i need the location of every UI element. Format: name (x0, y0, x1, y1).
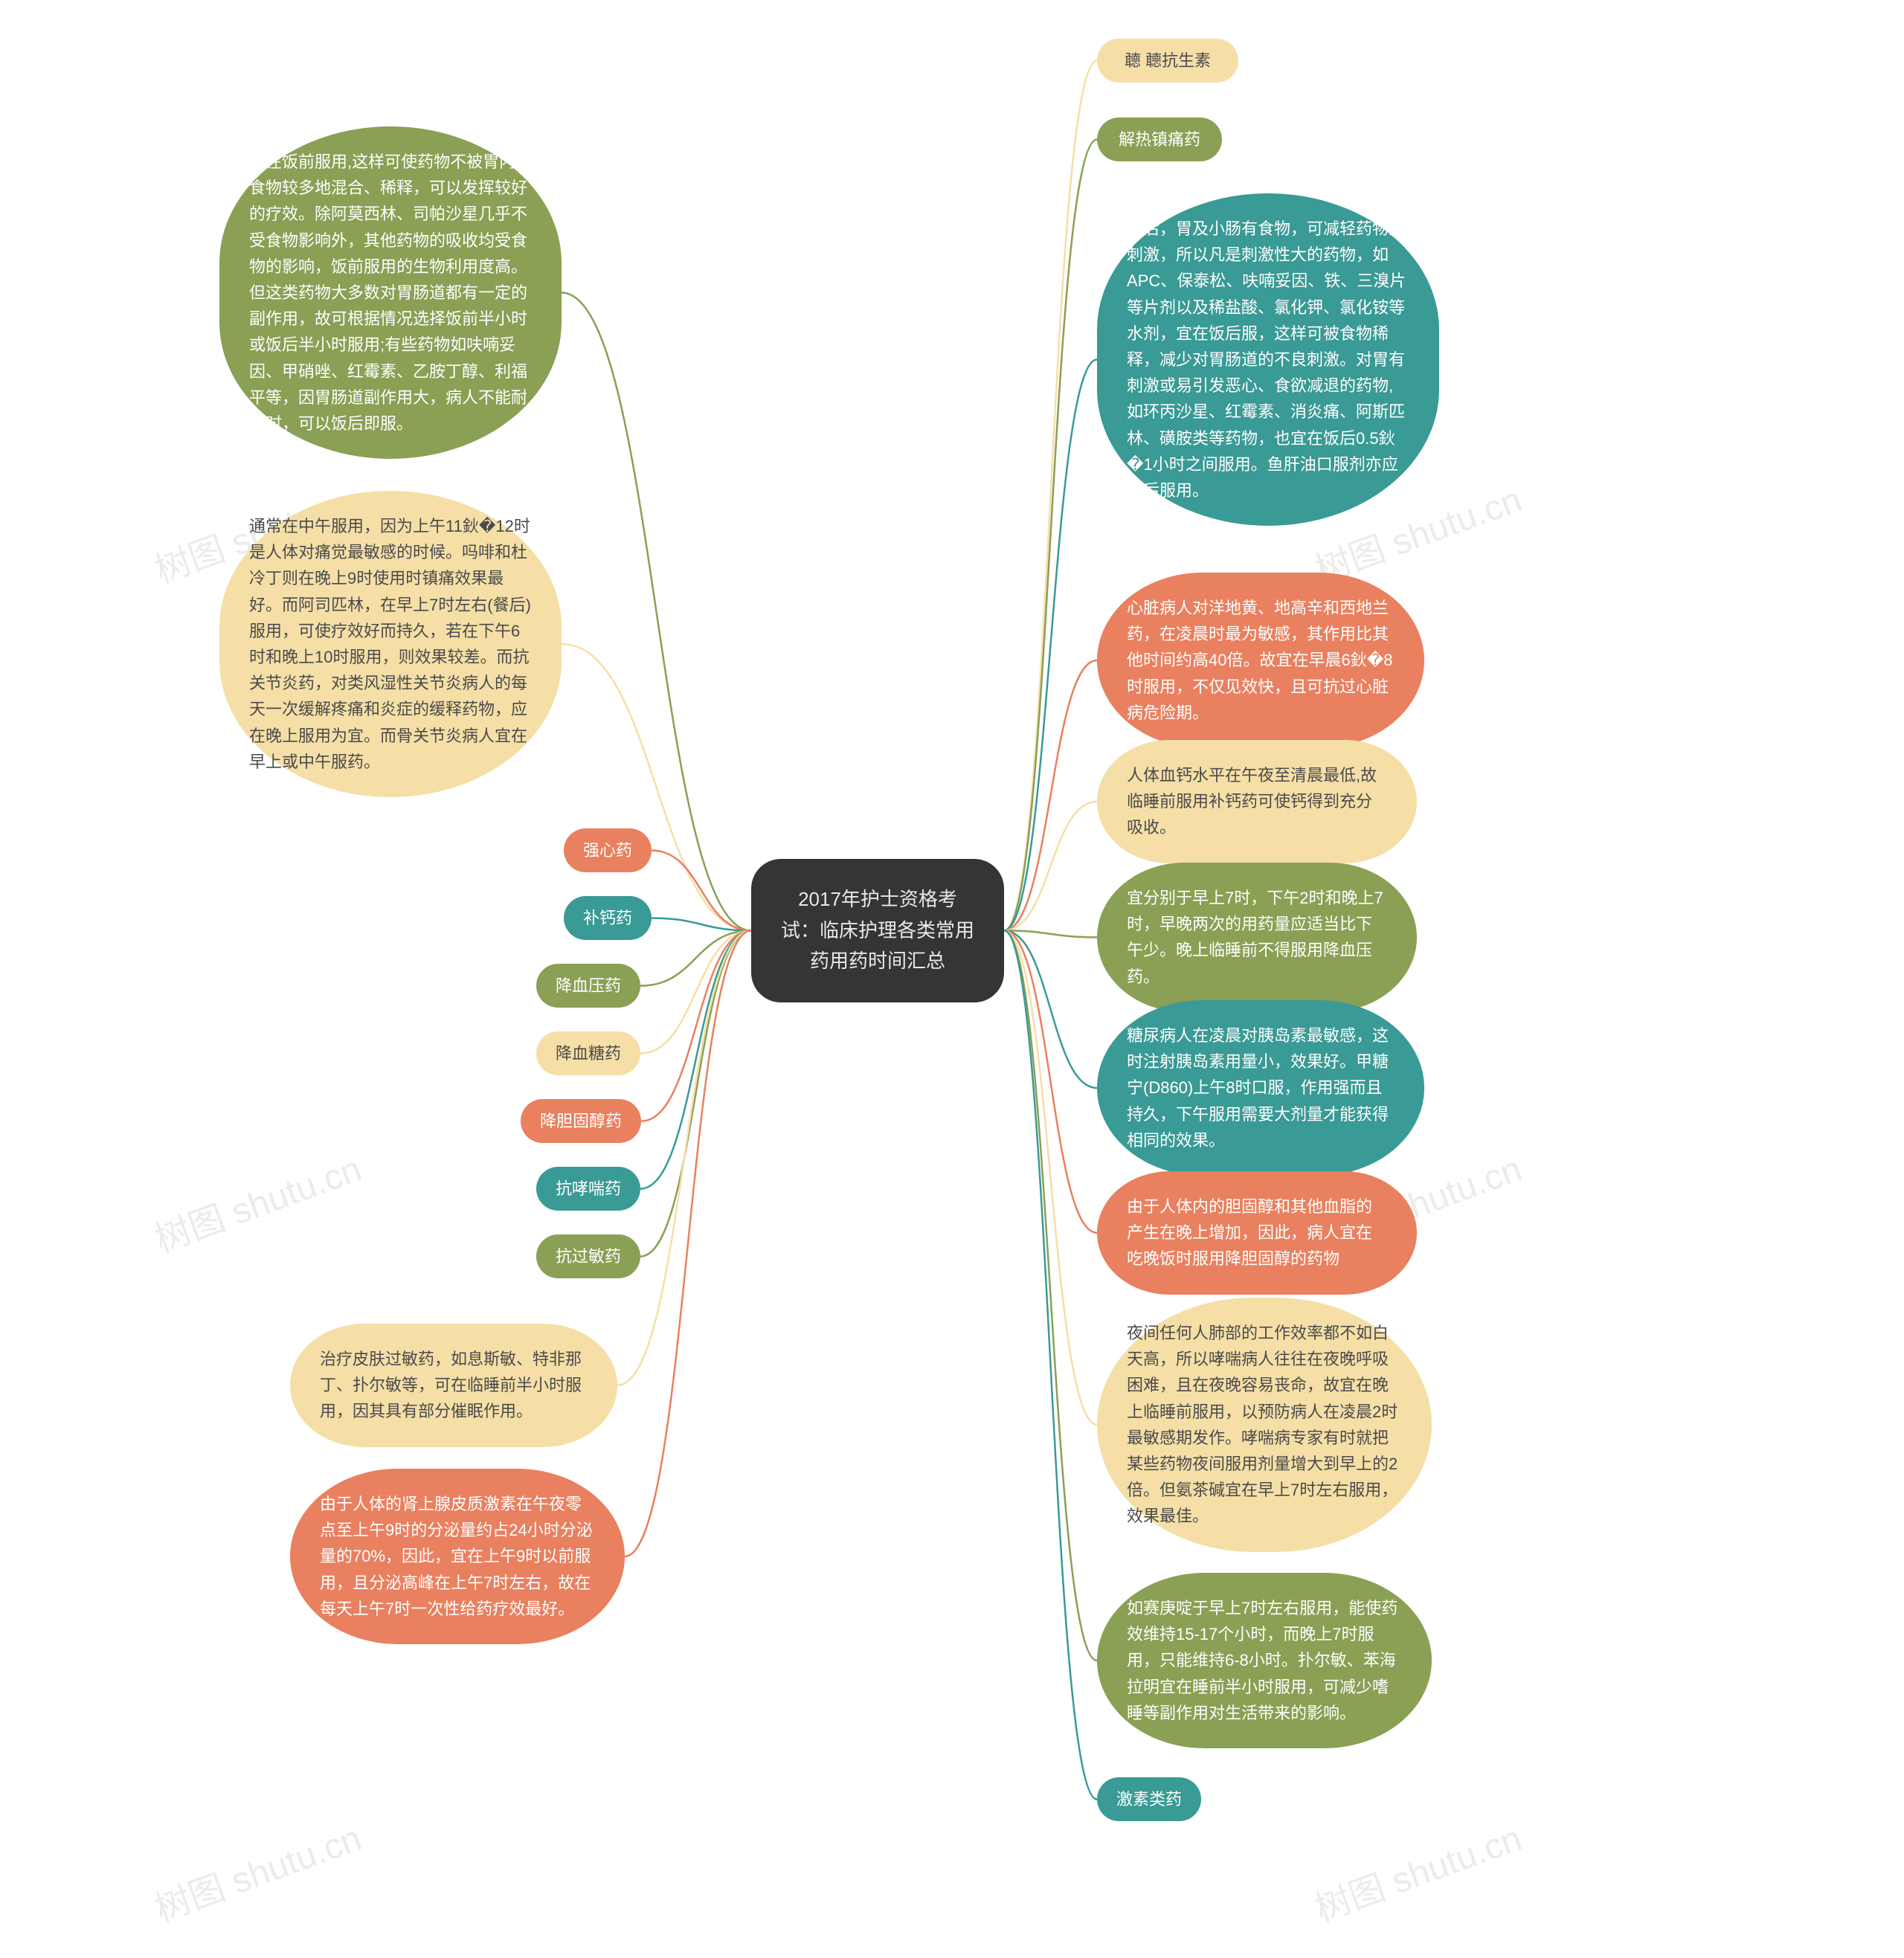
node-cardiotonic[interactable]: 强心药 (564, 828, 652, 872)
node-hypoglycemic[interactable]: 降血糖药 (536, 1031, 640, 1075)
node-hormone[interactable]: 激素类药 (1097, 1777, 1201, 1821)
center-topic[interactable]: 2017年护士资格考试：临床护理各类常用药用药时间汇总 (751, 859, 1004, 1002)
node-noon-detail[interactable]: 通常在中午服用，因为上午11鈥�12时是人体对痛觉最敏感的时候。吗啡和杜冷丁则在… (219, 491, 562, 797)
node-calcium-detail[interactable]: 人体血钙水平在午夜至清晨最低,故临睡前服用补钙药可使钙得到充分吸收。 (1097, 740, 1417, 863)
node-diabetes-detail[interactable]: 糖尿病人在凌晨对胰岛素最敏感，这时注射胰岛素用量小，效果好。甲糖宁(D860)上… (1097, 1000, 1424, 1176)
node-adrenal-detail[interactable]: 由于人体的肾上腺皮质激素在午夜零点至上午9时的分泌量约占24小时分泌量的70%，… (290, 1469, 625, 1644)
node-after-meal-detail[interactable]: 饭后，胃及小肠有食物，可减轻药物的刺激，所以凡是刺激性大的药物，如APC、保泰松… (1097, 193, 1439, 526)
node-cholesterol[interactable]: 降胆固醇药 (521, 1099, 641, 1143)
node-cardiac-detail[interactable]: 心脏病人对洋地黄、地高辛和西地兰药，在凌晨时最为敏感，其作用比其他时间约高40倍… (1097, 573, 1424, 748)
node-antiasthmatic[interactable]: 抗哮喘药 (536, 1167, 640, 1211)
node-antibiotic[interactable]: 聼 聼抗生素 (1097, 39, 1238, 83)
node-bp-detail[interactable]: 宜分别于早上7时，下午2时和晚上7时，早晚两次的用药量应适当比下午少。晚上临睡前… (1097, 863, 1417, 1012)
watermark: 树图 shutu.cn (1307, 1809, 1528, 1931)
node-antihypertensive[interactable]: 降血压药 (536, 964, 640, 1008)
node-before-meal-detail[interactable]: 宜在饭前服用,这样可使药物不被胃内食物较多地混合、稀释，可以发挥较好的疗效。除阿… (219, 126, 562, 459)
watermark: 树图 shutu.cn (147, 1139, 367, 1262)
node-antiallergic[interactable]: 抗过敏药 (536, 1234, 640, 1278)
watermark: 树图 shutu.cn (147, 1809, 367, 1931)
node-antipyretic[interactable]: 解热镇痛药 (1097, 117, 1222, 161)
node-cyproheptadine-detail[interactable]: 如赛庚啶于早上7时左右服用，能使药效维持15-17个小时，而晚上7时服用，只能维… (1097, 1573, 1432, 1748)
node-asthma-detail[interactable]: 夜间任何人肺部的工作效率都不如白天高，所以哮喘病人往往在夜晚呼吸困难，且在夜晚容… (1097, 1298, 1432, 1552)
node-calcium[interactable]: 补钙药 (564, 896, 652, 940)
node-skin-allergy-detail[interactable]: 治疗皮肤过敏药，如息斯敏、特非那丁、扑尔敏等，可在临睡前半小时服用，因其具有部分… (290, 1324, 617, 1447)
node-cholesterol-detail[interactable]: 由于人体内的胆固醇和其他血脂的产生在晚上增加，因此，病人宜在吃晚饭时服用降胆固醇… (1097, 1171, 1417, 1295)
